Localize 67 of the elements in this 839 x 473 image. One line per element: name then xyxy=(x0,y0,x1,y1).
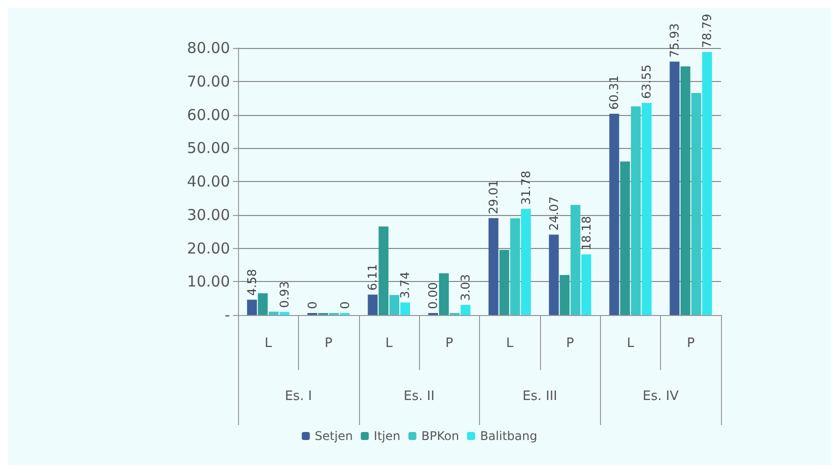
data-label: 0 xyxy=(305,301,320,309)
data-label: 63.55 xyxy=(640,64,654,99)
legend-label: Itjen xyxy=(374,429,400,443)
bar xyxy=(609,114,620,315)
data-label: 6.11 xyxy=(366,264,380,291)
bar xyxy=(702,52,712,315)
x-tick-label: L xyxy=(264,336,273,351)
text: Es. IV xyxy=(642,389,679,404)
bar xyxy=(258,293,268,315)
x-tick-label: P xyxy=(445,336,454,351)
x-tick-label: L xyxy=(626,336,635,351)
bar xyxy=(268,312,279,315)
bar xyxy=(691,93,702,315)
bar xyxy=(400,302,410,315)
data-label: 3.03 xyxy=(458,274,473,301)
bar xyxy=(247,300,257,315)
bar xyxy=(680,66,690,315)
bar xyxy=(570,204,580,315)
data-label: 24.07 xyxy=(546,196,561,231)
bar xyxy=(438,273,449,315)
y-tick-label: 80.00 xyxy=(187,39,230,57)
bar xyxy=(560,274,570,315)
bar xyxy=(368,294,378,315)
data-label: 3.74 xyxy=(398,272,412,299)
bar xyxy=(279,312,290,315)
y-tick-label: 70.00 xyxy=(187,72,230,90)
y-tick-label: 10.00 xyxy=(187,272,230,291)
data-label: 0.00 xyxy=(426,282,440,309)
bar xyxy=(548,234,559,315)
text: Es. III xyxy=(522,389,558,404)
legend-label: Balitbang xyxy=(480,429,538,443)
y-tick-label: 30.00 xyxy=(187,206,230,224)
bar xyxy=(581,254,592,315)
bar xyxy=(642,102,652,315)
bar xyxy=(520,208,531,315)
data-label: 0 xyxy=(338,301,352,309)
data-label: 31.78 xyxy=(518,170,533,205)
data-label: 0.93 xyxy=(277,281,292,308)
bar xyxy=(460,304,470,315)
y-tick-label: - xyxy=(224,306,230,324)
data-label: 18.18 xyxy=(579,216,594,250)
data-label: 29.01 xyxy=(486,180,500,214)
bar xyxy=(670,62,680,315)
text: Es. II xyxy=(404,389,435,404)
data-label: 75.93 xyxy=(668,23,682,58)
data-label: 78.79 xyxy=(700,14,714,48)
bar xyxy=(378,226,388,315)
data-label: 4.58 xyxy=(244,268,259,296)
data-label: 60.31 xyxy=(607,75,622,110)
x-tick-label: L xyxy=(506,336,514,351)
bar xyxy=(510,218,520,315)
legend-label: Setjen xyxy=(314,429,353,443)
y-tick-label: 20.00 xyxy=(187,239,230,258)
y-tick-label: 40.00 xyxy=(187,172,230,190)
y-tick-label: 50.00 xyxy=(187,139,230,158)
bar xyxy=(620,161,630,315)
x-tick-label: P xyxy=(566,336,574,351)
y-tick-label: 60.00 xyxy=(187,106,230,124)
text: Es. I xyxy=(284,389,312,404)
x-tick-label: P xyxy=(324,336,333,351)
bar xyxy=(499,250,510,315)
legend-label: BPKon xyxy=(421,429,460,443)
x-tick-label: L xyxy=(385,336,394,351)
bar xyxy=(630,106,641,315)
x-tick-label: P xyxy=(686,336,695,351)
bar xyxy=(488,218,498,315)
bar xyxy=(389,294,400,315)
